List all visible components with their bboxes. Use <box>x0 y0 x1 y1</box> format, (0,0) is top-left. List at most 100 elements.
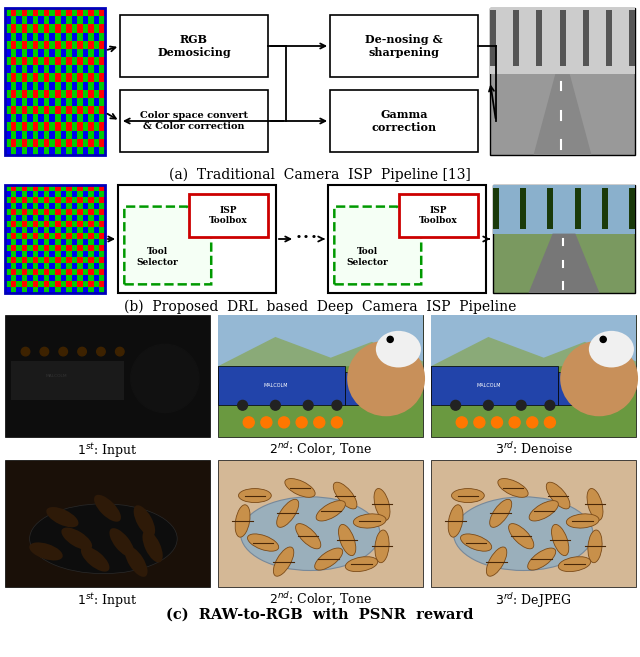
Ellipse shape <box>566 514 599 528</box>
Bar <box>77 251 83 257</box>
Bar <box>49 74 55 81</box>
Bar <box>38 49 44 57</box>
Bar <box>22 32 28 41</box>
Bar <box>77 114 83 122</box>
Bar <box>330 90 478 152</box>
Bar <box>28 147 33 155</box>
Bar <box>10 227 16 233</box>
Bar <box>22 233 28 239</box>
Bar <box>22 209 28 215</box>
Bar <box>10 114 16 122</box>
Bar <box>88 41 94 49</box>
Circle shape <box>131 344 199 413</box>
Bar <box>16 57 22 65</box>
Bar <box>88 245 94 251</box>
Bar <box>44 233 49 239</box>
Bar <box>99 147 105 155</box>
Bar <box>77 287 83 293</box>
Bar <box>77 106 83 114</box>
Circle shape <box>278 417 289 428</box>
Bar <box>16 233 22 239</box>
Ellipse shape <box>558 556 591 572</box>
Bar <box>22 215 28 221</box>
Bar <box>5 89 10 98</box>
Bar <box>99 139 105 147</box>
Bar <box>345 372 370 405</box>
Bar <box>99 185 105 191</box>
Bar <box>77 233 83 239</box>
Bar <box>66 191 72 197</box>
Bar <box>72 16 77 24</box>
Bar <box>44 81 49 89</box>
Bar <box>5 16 10 24</box>
Bar <box>55 263 61 269</box>
Bar <box>629 188 635 229</box>
Bar <box>5 8 10 16</box>
Bar <box>66 81 72 89</box>
Bar <box>5 185 10 191</box>
Bar <box>5 32 10 41</box>
Bar <box>61 131 66 139</box>
Bar <box>5 24 10 32</box>
Circle shape <box>243 417 254 428</box>
Bar <box>61 89 66 98</box>
Bar <box>83 49 88 57</box>
Bar <box>49 239 55 245</box>
Bar <box>61 221 66 227</box>
Bar <box>72 269 77 275</box>
Bar <box>33 191 38 197</box>
Bar <box>10 131 16 139</box>
Bar <box>99 245 105 251</box>
Bar <box>5 233 10 239</box>
Bar <box>10 147 16 155</box>
Bar <box>66 89 72 98</box>
Bar <box>66 245 72 251</box>
Bar <box>66 147 72 155</box>
Bar <box>72 281 77 287</box>
Bar <box>61 251 66 257</box>
Bar <box>72 245 77 251</box>
Bar <box>44 139 49 147</box>
Bar <box>99 16 105 24</box>
Bar <box>83 122 88 131</box>
Bar <box>38 215 44 221</box>
Bar <box>22 74 28 81</box>
Bar <box>22 281 28 287</box>
Bar <box>61 49 66 57</box>
Bar <box>61 215 66 221</box>
Bar <box>72 191 77 197</box>
Bar <box>431 366 558 405</box>
Bar <box>33 74 38 81</box>
Bar <box>28 16 33 24</box>
Bar <box>22 139 28 147</box>
Bar <box>33 245 38 251</box>
Bar <box>77 209 83 215</box>
Ellipse shape <box>376 331 421 367</box>
Bar <box>16 275 22 281</box>
Bar <box>83 106 88 114</box>
Bar <box>77 8 83 16</box>
Bar <box>16 74 22 81</box>
Bar <box>61 32 66 41</box>
Ellipse shape <box>143 530 163 562</box>
Bar <box>44 251 49 257</box>
Bar <box>55 131 61 139</box>
Bar <box>99 89 105 98</box>
Bar <box>5 122 10 131</box>
Bar <box>44 197 49 203</box>
Bar <box>55 8 61 16</box>
Bar <box>83 209 88 215</box>
Bar <box>5 139 10 147</box>
Bar <box>83 32 88 41</box>
Bar <box>72 227 77 233</box>
Bar <box>33 89 38 98</box>
Circle shape <box>21 348 30 356</box>
Bar <box>66 49 72 57</box>
Bar <box>72 197 77 203</box>
Bar <box>28 185 33 191</box>
Bar <box>83 185 88 191</box>
Bar <box>99 215 105 221</box>
Bar <box>28 114 33 122</box>
Circle shape <box>474 417 485 428</box>
Bar <box>66 251 72 257</box>
